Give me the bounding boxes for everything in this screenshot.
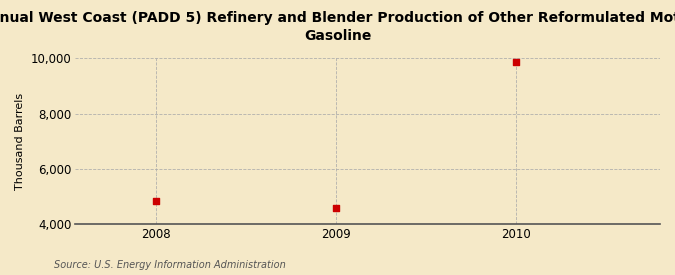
Text: Annual West Coast (PADD 5) Refinery and Blender Production of Other Reformulated: Annual West Coast (PADD 5) Refinery and … <box>0 11 675 43</box>
Point <box>511 60 522 64</box>
Text: Source: U.S. Energy Information Administration: Source: U.S. Energy Information Administ… <box>54 260 286 270</box>
Y-axis label: Thousand Barrels: Thousand Barrels <box>15 92 25 189</box>
Point <box>331 206 342 210</box>
Point <box>151 199 162 203</box>
